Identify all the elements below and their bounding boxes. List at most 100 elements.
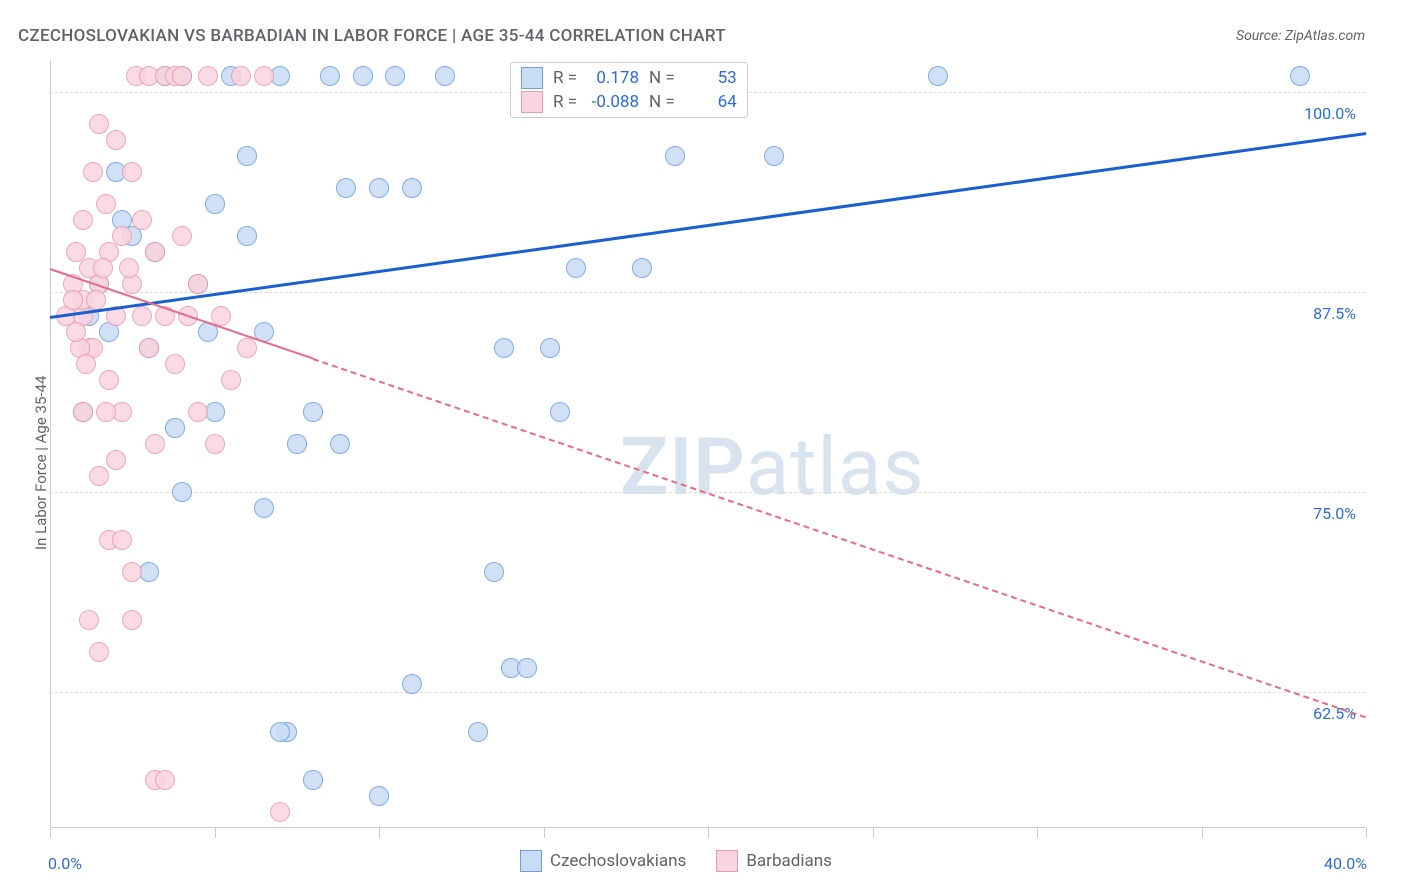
barbadians-marker	[93, 258, 113, 278]
barbadians-marker	[205, 434, 225, 454]
watermark: ZIPatlas	[620, 420, 925, 514]
x-tick	[708, 828, 709, 838]
series-legend-item: Barbadians	[716, 850, 832, 872]
gridline	[50, 292, 1366, 293]
watermark-rest: atlas	[746, 420, 925, 514]
barbadians-marker	[89, 466, 109, 486]
czechoslovakians-marker	[764, 146, 784, 166]
czechoslovakians-marker	[369, 786, 389, 806]
y-tick-label: 75.0%	[1313, 504, 1356, 523]
x-axis-min-label: 0.0%	[48, 854, 82, 873]
source-attribution: Source: ZipAtlas.com	[1236, 28, 1365, 44]
series-legend-label: Czechoslovakians	[550, 851, 686, 871]
czechoslovakians-marker	[632, 258, 652, 278]
n-label: N =	[649, 68, 675, 88]
barbadians-marker	[165, 354, 185, 374]
correlation-legend-row: R = -0.088 N = 64	[521, 91, 737, 113]
barbadians-marker	[172, 66, 192, 86]
czechoslovakians-marker	[402, 674, 422, 694]
x-tick	[1366, 828, 1367, 838]
barbadians-marker	[132, 210, 152, 230]
barbadians-marker	[106, 450, 126, 470]
czechoslovakians-marker	[237, 226, 257, 246]
chart-title: CZECHOSLOVAKIAN VS BARBADIAN IN LABOR FO…	[18, 26, 726, 46]
czechoslovakians-marker	[928, 66, 948, 86]
czechoslovakians-marker	[330, 434, 350, 454]
czechoslovakians-marker	[369, 178, 389, 198]
barbadians-marker	[172, 226, 192, 246]
barbadians-marker	[96, 402, 116, 422]
barbadians-marker	[122, 610, 142, 630]
x-tick	[544, 828, 545, 838]
barbadians-marker	[83, 162, 103, 182]
barbadians-marker	[79, 610, 99, 630]
gridline	[50, 692, 1366, 693]
barbadians-marker	[76, 354, 96, 374]
czechoslovakians-marker	[517, 658, 537, 678]
czechoslovakians-marker	[484, 562, 504, 582]
czechoslovakians-marker	[237, 146, 257, 166]
czechoslovakians-marker	[254, 498, 274, 518]
czechoslovakians-marker	[402, 178, 422, 198]
barbadians-marker	[63, 290, 83, 310]
barbadians-marker	[270, 802, 290, 822]
legend-swatch	[716, 850, 738, 872]
legend-swatch	[520, 850, 542, 872]
czechoslovakians-marker	[385, 66, 405, 86]
barbadians-marker	[237, 338, 257, 358]
czechoslovakians-marker	[303, 402, 323, 422]
barbadians-marker	[112, 226, 132, 246]
czechoslovakians-marker	[550, 402, 570, 422]
plot-border	[50, 60, 1366, 828]
r-value: 0.178	[587, 68, 639, 88]
x-axis-max-label: 40.0%	[1324, 854, 1367, 873]
series-legend: Czechoslovakians Barbadians	[520, 850, 832, 872]
plot-area: ZIPatlas 62.5%75.0%87.5%100.0%	[50, 60, 1366, 828]
n-label: N =	[649, 92, 675, 112]
barbadians-marker	[66, 322, 86, 342]
barbadians-marker	[221, 370, 241, 390]
barbadians-marker	[198, 66, 218, 86]
legend-swatch	[521, 67, 543, 89]
czechoslovakians-marker	[165, 418, 185, 438]
czechoslovakians-marker	[566, 258, 586, 278]
czechoslovakians-marker	[205, 194, 225, 214]
czechoslovakians-marker	[270, 722, 290, 742]
x-tick	[379, 828, 380, 838]
x-tick	[215, 828, 216, 838]
barbadians-marker	[73, 210, 93, 230]
barbadians-marker	[86, 290, 106, 310]
czechoslovakians-marker	[494, 338, 514, 358]
legend-swatch	[521, 91, 543, 113]
barbadians-marker	[106, 130, 126, 150]
barbadians-marker	[145, 434, 165, 454]
x-tick	[50, 828, 51, 838]
barbadians-marker	[112, 530, 132, 550]
series-legend-label: Barbadians	[746, 851, 832, 871]
y-tick-label: 87.5%	[1313, 304, 1356, 323]
barbadians-marker	[119, 258, 139, 278]
series-legend-item: Czechoslovakians	[520, 850, 686, 872]
barbadians-marker	[188, 274, 208, 294]
barbadians-marker	[155, 770, 175, 790]
r-value: -0.088	[587, 92, 639, 112]
czechoslovakians-marker	[1290, 66, 1310, 86]
barbadians-marker	[122, 162, 142, 182]
x-tick	[1202, 828, 1203, 838]
czechoslovakians-marker	[287, 434, 307, 454]
n-value: 64	[685, 92, 737, 112]
barbadians-marker	[254, 66, 274, 86]
barbadians-marker	[89, 114, 109, 134]
y-tick-label: 100.0%	[1304, 104, 1356, 123]
trend-line	[313, 358, 1366, 718]
czechoslovakians-marker	[540, 338, 560, 358]
correlation-legend: R = 0.178 N = 53 R = -0.088 N = 64	[510, 62, 748, 118]
czechoslovakians-marker	[468, 722, 488, 742]
barbadians-marker	[73, 402, 93, 422]
n-value: 53	[685, 68, 737, 88]
barbadians-marker	[132, 306, 152, 326]
barbadians-marker	[122, 562, 142, 582]
x-tick	[873, 828, 874, 838]
barbadians-marker	[188, 402, 208, 422]
czechoslovakians-marker	[353, 66, 373, 86]
